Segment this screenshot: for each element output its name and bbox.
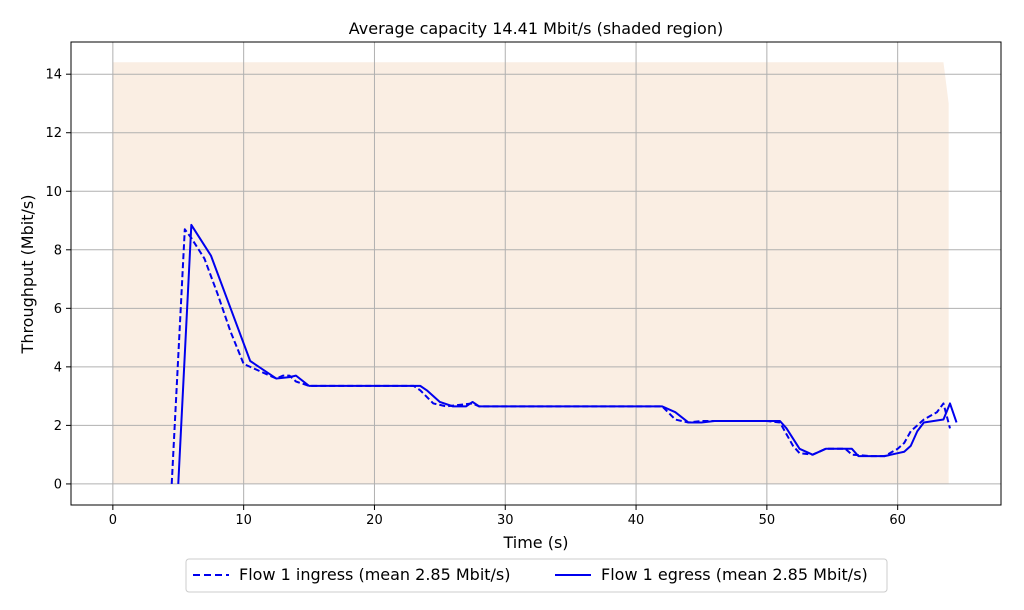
- x-tick-label: 60: [889, 513, 906, 528]
- x-axis-label: Time (s): [502, 533, 568, 552]
- x-tick-label: 50: [759, 513, 776, 528]
- x-tick-label: 0: [109, 513, 117, 528]
- legend: Flow 1 ingress (mean 2.85 Mbit/s) Flow 1…: [185, 558, 888, 593]
- x-tick-label: 10: [235, 513, 252, 528]
- capacity-region: [112, 62, 949, 484]
- legend-ingress-label: Flow 1 ingress (mean 2.85 Mbit/s): [239, 565, 511, 584]
- y-tick-label: 2: [54, 419, 62, 434]
- series-line-egress: [177, 223, 958, 484]
- x-tick-label: 30: [497, 513, 514, 528]
- x-tick-label: 20: [366, 513, 383, 528]
- y-tick-label: 10: [45, 185, 62, 200]
- plot-area: [70, 41, 1002, 506]
- y-axis-label: Throughput (Mbit/s): [18, 195, 37, 355]
- tick-labels: 0 10 20 30 40 50 60 0 2 4 6 8 10 12 14: [45, 68, 905, 528]
- axes-frame: [70, 41, 1002, 506]
- y-tick-label: 6: [54, 302, 62, 317]
- y-tick-label: 8: [54, 243, 62, 258]
- x-tick-label: 40: [628, 513, 645, 528]
- legend-box: [185, 558, 888, 593]
- y-tick-label: 0: [54, 477, 62, 492]
- y-tick-label: 14: [45, 68, 62, 83]
- y-tick-label: 4: [54, 360, 62, 375]
- chart-title: Average capacity 14.41 Mbit/s (shaded re…: [349, 19, 723, 38]
- legend-egress-label: Flow 1 egress (mean 2.85 Mbit/s): [601, 565, 868, 584]
- y-tick-label: 12: [45, 126, 62, 141]
